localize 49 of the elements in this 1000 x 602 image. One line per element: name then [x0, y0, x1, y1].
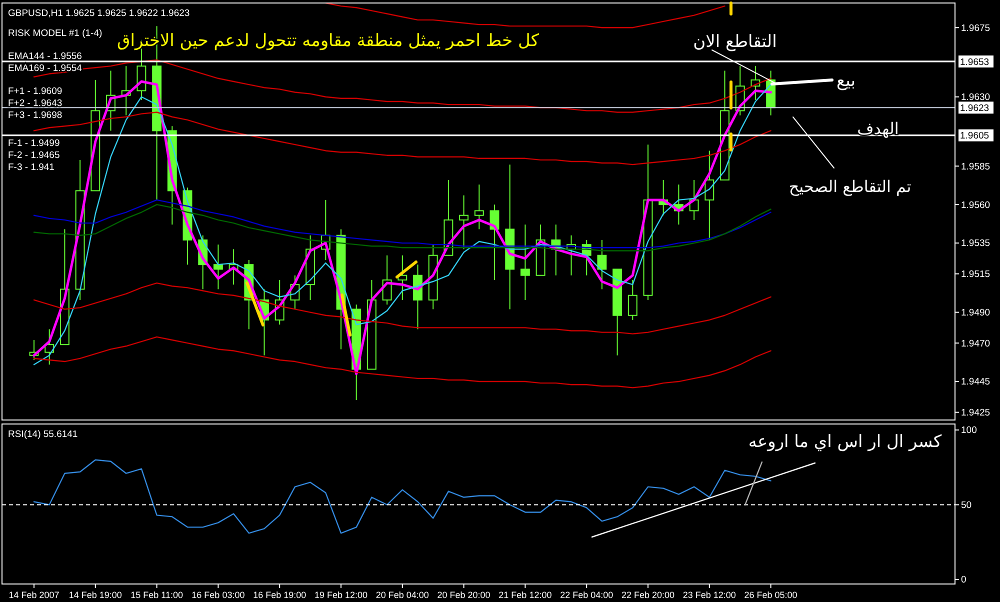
x-tick-label: 15 Feb 11:00 [130, 590, 183, 600]
y-tick-label: 50 [961, 500, 972, 511]
x-tick-label: 19 Feb 12:00 [314, 590, 368, 600]
y-tick-label: 1.9560 [961, 200, 990, 211]
y-tick-label: 1.9470 [961, 338, 990, 350]
annotation: RISK MODEL #1 (1-4) [8, 28, 102, 39]
annotation: EMA144 - 1.9556 [8, 51, 82, 62]
y-tick-label: 1.9445 [961, 376, 990, 388]
y-tick-label: 100 [961, 425, 977, 436]
ref-line-label: 1.9605 [960, 130, 990, 142]
annotation: F+3 - 1.9698 [8, 110, 62, 121]
y-tick-label: 1.9490 [961, 307, 990, 318]
text: الهدف [857, 119, 899, 138]
x-tick-label: 16 Feb 03:00 [192, 590, 245, 600]
y-tick-label: 1.9675 [961, 22, 990, 34]
annotation: التقاطع الان [693, 32, 777, 52]
y-tick-label: 1.9535 [961, 238, 990, 250]
y-tick-label: 1.9515 [961, 269, 990, 280]
y-tick-label: 1.9630 [961, 92, 990, 104]
annotation: كسر ال ار اس اي ما اروعه [748, 432, 943, 452]
annotation: F-3 - 1.941 [8, 162, 54, 173]
x-tick-label: 16 Feb 19:00 [253, 590, 306, 600]
annotation: F+2 - 1.9643 [8, 98, 62, 109]
text: GBPUSD,H1 1.9625 1.9625 1.9622 1.9623 [8, 8, 190, 19]
x-tick-label: 20 Feb 04:00 [376, 590, 429, 600]
annotation: F-2 - 1.9465 [8, 150, 60, 161]
text: RSI(14) 55.6141 [8, 429, 78, 440]
ref-line-label: 1.9623 [960, 102, 990, 114]
x-tick-label: 26 Feb 05:00 [744, 590, 798, 600]
y-tick-label: 1.9585 [961, 161, 990, 172]
annotation: F+1 - 1.9609 [8, 86, 62, 97]
x-tick-label: 14 Feb 19:00 [68, 590, 122, 600]
x-tick-label: 21 Feb 12:00 [498, 590, 552, 600]
x-tick-label: 20 Feb 20:00 [437, 590, 490, 600]
annotation: F-1 - 1.9499 [8, 138, 60, 149]
x-tick-label: 23 Feb 12:00 [682, 590, 736, 600]
annotation: EMA169 - 1.9554 [8, 63, 82, 74]
x-tick-label: 22 Feb 04:00 [560, 590, 614, 600]
x-tick-label: 14 Feb 2007 [8, 590, 60, 600]
x-tick-label: 22 Feb 20:00 [621, 590, 675, 600]
y-tick-label: 1.9425 [961, 408, 990, 419]
ref-line-label: 1.9653 [960, 56, 990, 68]
y-tick-label: 0 [961, 574, 966, 586]
line-series [33, 336, 772, 388]
line-series [33, 459, 772, 534]
text: بيع [836, 71, 856, 91]
line-series [33, 282, 772, 334]
line-series [325, 3, 726, 28]
text: تم التقاطع الصحيح [788, 177, 912, 196]
